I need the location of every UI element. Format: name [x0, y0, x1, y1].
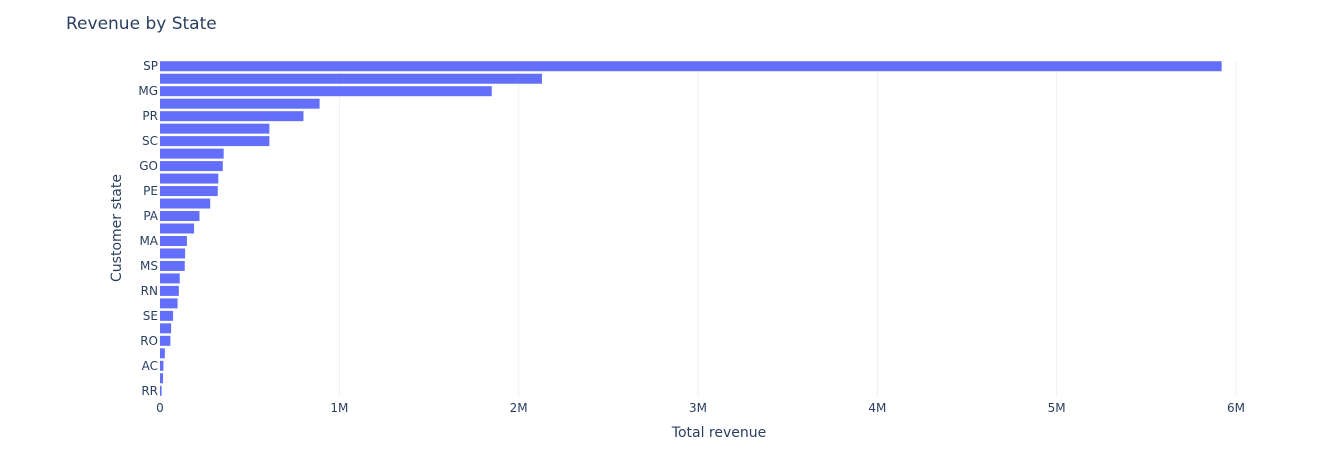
bar[interactable] [160, 385, 162, 396]
bar[interactable] [160, 173, 219, 184]
y-tick-label: SP [143, 59, 158, 73]
x-tick-label: 5M [1048, 401, 1066, 415]
bar[interactable] [160, 186, 218, 197]
bar[interactable] [160, 298, 178, 309]
y-tick-label: RO [140, 334, 158, 348]
chart-title: Revenue by State [66, 14, 217, 34]
y-tick-label: GO [139, 159, 158, 173]
bar[interactable] [160, 111, 304, 122]
bar[interactable] [160, 123, 270, 134]
bar[interactable] [160, 260, 185, 271]
y-tick-label: RR [141, 384, 158, 398]
bar[interactable] [160, 61, 1222, 72]
bar[interactable] [160, 235, 187, 246]
y-tick-label: PR [142, 109, 158, 123]
bar[interactable] [160, 198, 211, 209]
bar[interactable] [160, 273, 180, 284]
y-tick-label: PA [143, 209, 158, 223]
y-tick-label: MG [138, 84, 158, 98]
y-tick-label: PE [143, 184, 158, 198]
bar[interactable] [160, 148, 224, 159]
x-tick-label: 6M [1227, 401, 1245, 415]
bar[interactable] [160, 373, 164, 384]
y-tick-label: MA [139, 234, 158, 248]
x-tick-label: 2M [510, 401, 528, 415]
y-tick-label: RN [141, 284, 158, 298]
bar[interactable] [160, 285, 179, 296]
x-tick-layer: 0 1M 2M 3M 4M 5M 6M [156, 401, 1245, 415]
bar[interactable] [160, 136, 270, 147]
bar[interactable] [160, 86, 492, 97]
y-tick-label: AC [142, 359, 158, 373]
y-tick-layer: SP MG PR SC GO PE PA MA MS RN SE RO AC RR [138, 59, 158, 398]
x-tick-label: 3M [689, 401, 707, 415]
bar-layer [160, 61, 1222, 396]
x-axis-title: Total revenue [671, 425, 766, 441]
bar[interactable] [160, 348, 165, 359]
bar[interactable] [160, 310, 174, 321]
bar[interactable] [160, 223, 195, 234]
bar[interactable] [160, 323, 172, 334]
bar[interactable] [160, 360, 164, 371]
x-tick-label: 1M [330, 401, 348, 415]
y-tick-label: MS [140, 259, 158, 273]
bar[interactable] [160, 335, 171, 346]
x-tick-label: 0 [156, 401, 164, 415]
bar[interactable] [160, 161, 223, 172]
x-tick-label: 4M [868, 401, 886, 415]
y-tick-label: SE [143, 309, 158, 323]
grid-layer [338, 60, 1237, 397]
bar[interactable] [160, 73, 542, 84]
y-axis-title: Customer state [109, 174, 125, 282]
bar[interactable] [160, 211, 200, 222]
bar[interactable] [160, 248, 186, 259]
y-tick-label: SC [142, 134, 158, 148]
bar[interactable] [160, 98, 320, 109]
